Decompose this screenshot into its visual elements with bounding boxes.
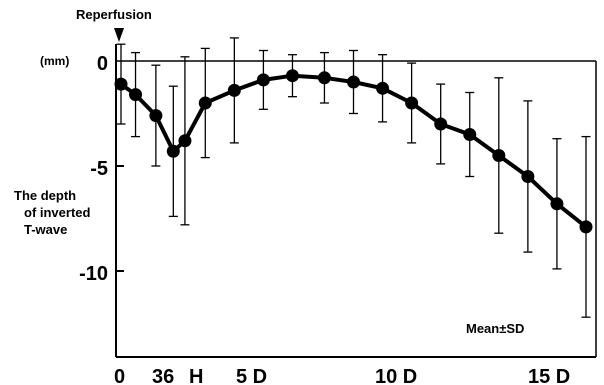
legend-mean-sd: Mean±SD bbox=[466, 321, 524, 336]
data-point bbox=[166, 144, 180, 158]
data-point bbox=[129, 88, 143, 102]
data-point bbox=[492, 149, 506, 162]
y-axis-title-line-2: of inverted bbox=[24, 205, 91, 220]
y-unit-label: (mm) bbox=[40, 54, 69, 68]
data-point bbox=[347, 75, 360, 89]
x-tick-label-15d: 15 D bbox=[528, 366, 570, 385]
y-tick-label-0: 0 bbox=[97, 53, 108, 75]
data-point bbox=[178, 134, 192, 148]
y-tick-label-minus5: -5 bbox=[90, 158, 108, 180]
reperfusion-label: Reperfusion bbox=[76, 7, 152, 22]
data-point bbox=[521, 170, 535, 183]
data-point bbox=[149, 109, 163, 123]
y-axis-title-line-3: T-wave bbox=[24, 222, 67, 237]
data-point bbox=[114, 77, 128, 91]
data-point bbox=[285, 69, 299, 83]
data-point bbox=[463, 128, 477, 141]
data-point bbox=[405, 96, 419, 110]
x-tick-label-0: 0 bbox=[114, 366, 125, 385]
data-point bbox=[579, 220, 593, 234]
x-tick-label-h: H bbox=[189, 366, 203, 385]
data-point bbox=[198, 96, 212, 110]
y-axis-title-line-1: The depth bbox=[14, 188, 76, 203]
data-point bbox=[227, 83, 241, 97]
x-tick-label-5d: 5 D bbox=[236, 366, 267, 385]
y-tick-label-minus10: -10 bbox=[79, 263, 108, 285]
data-point bbox=[317, 71, 331, 85]
x-tick-label-10d: 10 D bbox=[375, 366, 417, 385]
data-point bbox=[550, 197, 564, 211]
data-point bbox=[434, 117, 448, 131]
data-point bbox=[256, 73, 270, 87]
data-point bbox=[376, 81, 390, 95]
x-tick-label-36: 36 bbox=[152, 366, 174, 385]
reperfusion-arrow-icon bbox=[114, 28, 124, 42]
data-marks bbox=[114, 37, 593, 318]
